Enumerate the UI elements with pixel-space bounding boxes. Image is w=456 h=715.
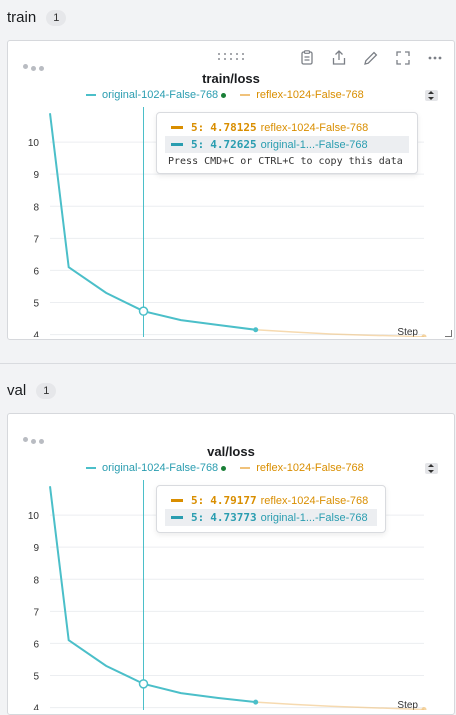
tooltip-copy-hint: Press CMD+C or CTRL+C to copy this data (168, 156, 403, 167)
legend-swatch-reflex (240, 467, 251, 469)
section-divider (0, 363, 456, 364)
chart-title: val/loss (207, 444, 255, 459)
chart-title: train/loss (202, 71, 260, 86)
more-icon[interactable] (426, 49, 444, 67)
legend-active-dot-icon (221, 92, 227, 98)
legend-label-original[interactable]: original-1024-False-768 (102, 89, 219, 101)
legend-swatch-original (86, 467, 96, 469)
run-dots-icon (23, 64, 44, 71)
section-header-train[interactable]: train 1 (7, 9, 67, 26)
y-tick-label: 6 (33, 639, 39, 650)
fullscreen-icon[interactable] (394, 49, 412, 67)
panel-count-badge: 1 (46, 9, 67, 26)
y-tick-label: 4 (33, 331, 39, 337)
hover-point (138, 679, 149, 689)
tooltip-row-reflex: 5: 4.78125 reflex-1024-False-768 (165, 119, 409, 136)
y-tick-label: 5 (33, 672, 39, 683)
legend-swatch-original (86, 94, 96, 96)
panel-toolbar (298, 49, 444, 67)
y-tick-label: 8 (33, 575, 39, 586)
section-title: val (7, 382, 27, 399)
y-tick-label: 8 (33, 202, 39, 213)
series-end-point (253, 699, 259, 705)
legend-swatch-reflex (240, 94, 251, 96)
series-line-reflex (255, 329, 425, 337)
legend-label-reflex[interactable]: reflex-1024-False-768 (256, 462, 364, 474)
chart-legend: original-1024-False-768 reflex-1024-Fals… (86, 462, 364, 474)
series-end-point (253, 327, 259, 333)
tooltip-row-original: 5: 4.73773 original-1...-False-768 (165, 509, 377, 526)
hover-tooltip: 5: 4.79177 reflex-1024-False-768 5: 4.73… (156, 485, 386, 533)
chart-panel-train-loss[interactable]: train/loss original-1024-False-768 refle… (7, 40, 455, 340)
run-dots-icon (23, 437, 44, 444)
hover-point (138, 306, 149, 316)
drag-handle-icon[interactable] (218, 53, 244, 61)
hover-tooltip: 5: 4.78125 reflex-1024-False-768 5: 4.72… (156, 112, 418, 174)
legend-expand-icon[interactable] (425, 463, 438, 474)
y-tick-label: 9 (33, 543, 39, 554)
section-header-val[interactable]: val 1 (7, 382, 57, 399)
panel-count-badge: 1 (36, 382, 57, 399)
series-end-point (421, 334, 427, 337)
legend-expand-icon[interactable] (425, 90, 438, 101)
legend-active-dot-icon (221, 465, 227, 471)
tooltip-row-reflex: 5: 4.79177 reflex-1024-False-768 (165, 492, 377, 509)
clipboard-icon[interactable] (298, 49, 316, 67)
y-tick-label: 7 (33, 607, 39, 618)
legend-label-reflex[interactable]: reflex-1024-False-768 (256, 89, 364, 101)
y-tick-label: 9 (33, 170, 39, 181)
x-axis-label: Step (397, 327, 418, 337)
share-icon[interactable] (330, 49, 348, 67)
y-tick-label: 6 (33, 266, 39, 277)
y-tick-label: 10 (28, 511, 40, 522)
legend-label-original[interactable]: original-1024-False-768 (102, 462, 219, 474)
y-tick-label: 10 (28, 138, 40, 149)
chart-legend: original-1024-False-768 reflex-1024-Fals… (86, 89, 364, 101)
resize-handle-icon[interactable] (445, 330, 452, 337)
y-tick-label: 5 (33, 299, 39, 310)
section-title: train (7, 9, 37, 26)
edit-icon[interactable] (362, 49, 380, 67)
tooltip-row-original: 5: 4.72625 original-1...-False-768 (165, 136, 409, 153)
y-tick-label: 7 (33, 234, 39, 245)
chart-panel-val-loss[interactable]: val/loss original-1024-False-768 reflex-… (7, 413, 455, 715)
